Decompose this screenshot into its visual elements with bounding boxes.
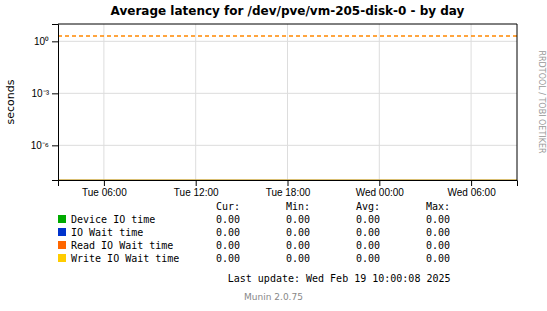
table-header: Avg: xyxy=(356,201,380,212)
legend-table: Cur: Min: Avg: Max: Device IO time 0.00 0.00 0.… xyxy=(58,201,450,264)
plot-frame xyxy=(58,24,517,25)
legend-swatch xyxy=(58,228,66,236)
table-value: 0.00 xyxy=(216,240,240,251)
y-axis: 10⁻⁶ 10⁻³ 10⁰ xyxy=(31,25,59,181)
marks xyxy=(58,36,517,180)
title: Average latency for /dev/pve/vm-205-disk… xyxy=(111,4,465,18)
plot-frame xyxy=(517,24,518,180)
y-tick: 10⁻⁶ xyxy=(31,140,58,151)
table-value: 0.00 xyxy=(356,240,380,251)
side-label: RRDTOOL / TOBI OETIKER xyxy=(537,50,546,153)
x-tick-label: Tue 12:00 xyxy=(174,187,219,198)
legend-swatch xyxy=(58,241,66,249)
x-tick-mark xyxy=(471,180,472,186)
y-tick-mark xyxy=(52,93,58,94)
x-tick: Wed 00:00 xyxy=(356,180,405,198)
table-header: Cur: xyxy=(216,201,240,212)
y-axis-label: seconds xyxy=(4,79,17,124)
x-tick-mark xyxy=(379,180,380,186)
last-update: Last update: Wed Feb 19 10:00:08 2025 xyxy=(228,273,451,284)
grid-line-x xyxy=(471,24,472,180)
x-tick: Tue 18:00 xyxy=(266,180,311,198)
grid-line-x xyxy=(103,24,104,180)
y-tick-label: 10⁻⁶ xyxy=(31,140,49,151)
table-value: 0.00 xyxy=(356,253,380,264)
y-tick: 10⁻³ xyxy=(32,88,58,99)
table-header: Min: xyxy=(286,201,310,212)
table-value: 0.00 xyxy=(286,240,310,251)
watermark: Munin 2.0.75 xyxy=(244,292,303,302)
table-value: 0.00 xyxy=(286,214,310,225)
table-value: 0.00 xyxy=(216,253,240,264)
table-value: 0.00 xyxy=(426,214,450,225)
chart: 10⁻⁶ 10⁻³ 10⁰ Tue 06:00 Tue 12:00 Tue 18:00 We… xyxy=(0,0,547,311)
legend-label: Write IO Wait time xyxy=(71,253,179,264)
x-axis-line xyxy=(59,181,518,187)
x-tick-mark xyxy=(196,180,197,186)
legend-swatch xyxy=(58,215,66,223)
grid-line-x xyxy=(379,24,380,180)
x-tick: Tue 06:00 xyxy=(82,180,127,198)
table-header: Max: xyxy=(426,201,450,212)
table-value: 0.00 xyxy=(356,227,380,238)
table-value: 0.00 xyxy=(216,214,240,225)
table-value: 0.00 xyxy=(426,253,450,264)
x-tick-mark xyxy=(288,180,289,186)
table-value: 0.00 xyxy=(426,227,450,238)
x-tick: Wed 06:00 xyxy=(448,180,497,198)
x-axis: Tue 06:00 Tue 12:00 Tue 18:00 Wed 00:00 Wed … xyxy=(59,180,518,198)
legend-label: IO Wait time xyxy=(71,227,143,238)
table-value: 0.00 xyxy=(216,227,240,238)
grid xyxy=(58,24,517,180)
grid-line-x xyxy=(287,24,288,180)
table-value: 0.00 xyxy=(356,214,380,225)
y-tick-label: 10⁻³ xyxy=(32,88,50,99)
grid-line-x xyxy=(195,24,196,180)
x-tick: Tue 12:00 xyxy=(174,180,219,198)
x-tick-label: Tue 18:00 xyxy=(266,187,311,198)
x-tick-label: Tue 06:00 xyxy=(82,187,127,198)
x-tick-label: Wed 00:00 xyxy=(356,187,405,198)
x-tick-label: Wed 06:00 xyxy=(448,187,497,198)
table-value: 0.00 xyxy=(426,240,450,251)
plot: 10⁻⁶ 10⁻³ 10⁰ Tue 06:00 Tue 12:00 Tue 18:00 We… xyxy=(31,24,518,198)
table-value: 0.00 xyxy=(286,253,310,264)
y-tick: 10⁰ xyxy=(34,36,58,47)
y-axis-line xyxy=(52,25,59,181)
y-tick-mark xyxy=(52,145,58,146)
reference-line xyxy=(58,35,517,37)
table-value: 0.00 xyxy=(286,227,310,238)
y-tick-label: 10⁰ xyxy=(34,36,49,47)
legend-label: Device IO time xyxy=(71,214,155,225)
y-tick-mark xyxy=(52,41,58,42)
legend-swatch xyxy=(58,254,66,262)
x-tick-mark xyxy=(104,180,105,186)
legend-label: Read IO Wait time xyxy=(71,240,173,251)
